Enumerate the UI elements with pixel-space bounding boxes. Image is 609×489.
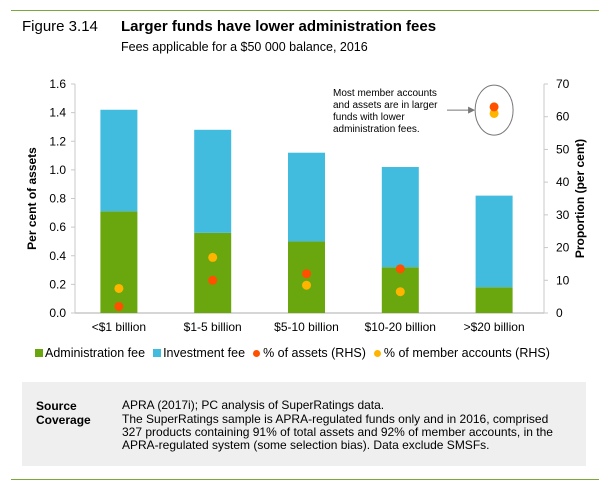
legend-marker-member-accounts: [373, 349, 381, 357]
point-member-accounts: [489, 108, 499, 118]
left-tick-label: 0.8: [49, 192, 66, 206]
right-tick-label: 30: [556, 208, 570, 222]
right-tick-label: 70: [556, 77, 570, 91]
bar-investment-fee: [475, 195, 513, 288]
annotation-arrow-head: [468, 106, 476, 114]
bar-investment-fee: [194, 129, 232, 233]
point-member-accounts: [208, 252, 218, 262]
bar-investment-fee: [288, 152, 325, 242]
coverage-line: The SuperRatings sample is APRA-regulate…: [122, 412, 549, 426]
bottom-rule: [11, 479, 599, 480]
legend-label: Administration fee: [45, 346, 146, 360]
x-tick-label: >$20 billion: [464, 320, 525, 334]
notes-box: Source APRA (2017i); PC analysis of Supe…: [22, 382, 586, 466]
right-tick-label: 40: [556, 175, 570, 189]
figure-title: Larger funds have lower administration f…: [121, 18, 437, 35]
annotation-text-line: administration fees.: [333, 124, 420, 135]
bar-administration-fee: [194, 232, 232, 313]
legend-label: Investment fee: [163, 346, 246, 360]
bar-administration-fee: [100, 211, 138, 313]
x-tick-label: $10-20 billion: [365, 320, 436, 334]
point-member-accounts: [395, 287, 405, 297]
right-tick-label: 60: [556, 110, 570, 124]
right-tick-label: 10: [556, 273, 570, 287]
x-tick-label: $5-10 billion: [274, 320, 339, 334]
point-assets: [208, 275, 218, 285]
coverage-line: 327 products containing 91% of total ass…: [122, 425, 553, 439]
figure-label: Figure 3.14: [22, 18, 98, 35]
bar-investment-fee: [381, 167, 419, 268]
coverage-line: APRA-regulated system (some selection bi…: [122, 438, 490, 452]
legend-marker-assets: [253, 349, 261, 357]
left-tick-label: 1.6: [49, 77, 66, 91]
right-tick-label: 0: [556, 306, 563, 320]
legend-label: % of member accounts (RHS): [383, 346, 550, 360]
point-assets: [302, 269, 311, 279]
right-tick-label: 20: [556, 241, 570, 255]
point-assets: [489, 102, 499, 112]
coverage-label: Coverage: [36, 413, 91, 427]
legend-item-member-accounts: % of member accounts (RHS): [373, 346, 550, 360]
point-member-accounts: [302, 280, 311, 290]
legend-item-administration-fee: Administration fee: [35, 346, 145, 360]
chart: 0.0 0.2 0.4 0.6 0.8 1.0 1.2 1.4 1.6 0 10 20 30 40 50 60…: [25, 77, 587, 334]
left-tick-label: 0.6: [49, 220, 66, 234]
legend: Administration fee Investment fee % of a…: [35, 346, 558, 360]
point-assets: [114, 301, 124, 311]
source-text: APRA (2017i); PC analysis of SuperRating…: [122, 398, 385, 412]
bar-administration-fee: [475, 287, 513, 313]
left-tick-label: 0.2: [49, 277, 66, 291]
point-member-accounts: [114, 283, 124, 293]
left-tick-label: 1.4: [49, 106, 66, 120]
annotation-text-line: and assets are in larger: [333, 100, 438, 111]
bar-investment-fee: [100, 109, 138, 212]
source-label: Source: [36, 399, 77, 413]
annotation-text-line: Most member accounts: [333, 88, 437, 99]
point-assets: [395, 264, 405, 274]
right-tick-label: 50: [556, 142, 570, 156]
left-tick-label: 1.0: [49, 163, 66, 177]
top-rule: [11, 10, 599, 11]
right-axis-title: Proportion (per cent): [573, 139, 587, 258]
legend-item-assets: % of assets (RHS): [253, 346, 366, 360]
left-axis-title: Per cent of assets: [25, 147, 39, 250]
legend-swatch-administration-fee: [35, 349, 43, 357]
figure-subtitle: Fees applicable for a $50 000 balance, 2…: [121, 40, 368, 54]
legend-item-investment-fee: Investment fee: [153, 346, 245, 360]
left-tick-label: 0.0: [49, 306, 66, 320]
annotation-text-line: funds with lower: [333, 112, 405, 123]
legend-label: % of assets (RHS): [263, 346, 366, 360]
left-tick-label: 1.2: [49, 134, 66, 148]
legend-swatch-investment-fee: [153, 349, 162, 357]
x-tick-label: $1-5 billion: [184, 320, 242, 334]
left-tick-label: 0.4: [49, 249, 66, 263]
x-tick-label: <$1 billion: [92, 320, 146, 334]
